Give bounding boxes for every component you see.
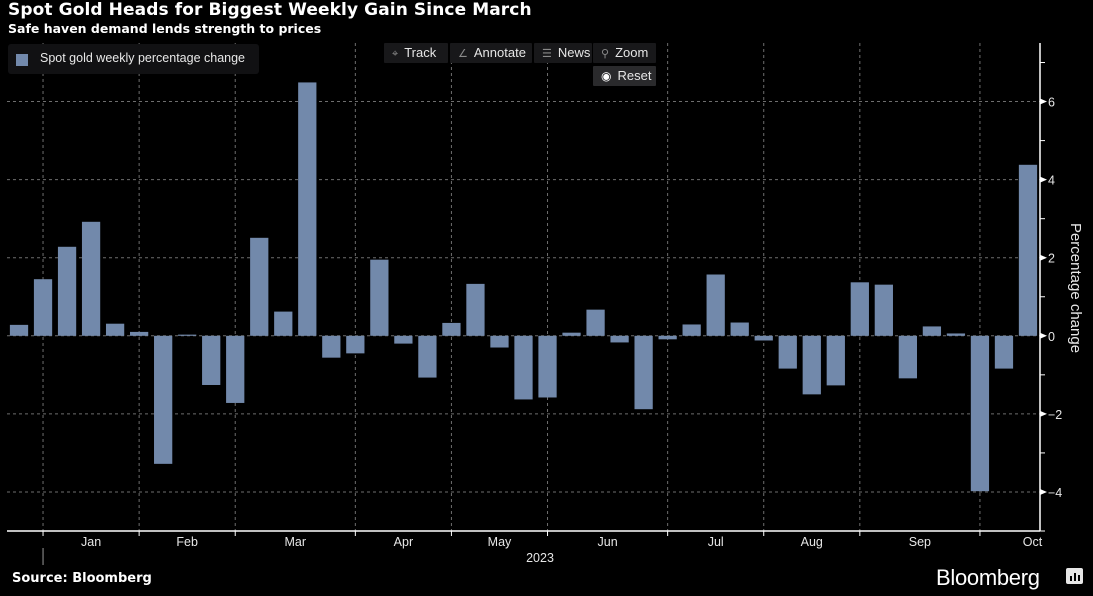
bar[interactable]	[826, 335, 845, 386]
bar[interactable]	[658, 335, 677, 340]
bar[interactable]	[154, 335, 173, 464]
bar[interactable]	[202, 335, 221, 385]
bar[interactable]	[442, 322, 461, 336]
bars	[9, 82, 1038, 492]
y-tick-marker	[1040, 176, 1047, 183]
bar[interactable]	[706, 274, 725, 336]
bar[interactable]	[418, 335, 437, 378]
x-tick-label: Oct	[1023, 535, 1043, 549]
bar[interactable]	[898, 335, 918, 379]
y-tick-marker	[1040, 410, 1047, 417]
pencil-icon: ∠	[458, 48, 468, 60]
bar[interactable]	[81, 221, 101, 336]
bar[interactable]	[1018, 164, 1038, 336]
legend-label: Spot gold weekly percentage change	[40, 51, 246, 65]
bar[interactable]	[394, 335, 413, 344]
bar[interactable]	[562, 332, 581, 336]
legend-swatch	[16, 54, 28, 66]
y-tick-label: 2	[1048, 252, 1055, 266]
y-tick-label: 6	[1048, 96, 1055, 110]
x-tick-label: May	[488, 535, 512, 549]
bar[interactable]	[57, 246, 77, 336]
x-tick-label: Jun	[598, 535, 618, 549]
bar[interactable]	[129, 331, 149, 336]
bar[interactable]	[490, 335, 509, 348]
y-tick-label: 4	[1048, 174, 1055, 188]
bar[interactable]	[970, 335, 990, 492]
chart-title: Spot Gold Heads for Biggest Weekly Gain …	[8, 0, 532, 20]
bar[interactable]	[634, 335, 653, 410]
x-tick-label: Jul	[708, 535, 724, 549]
zoom-label: Zoom	[615, 45, 649, 60]
source-note: Source: Bloomberg	[12, 571, 152, 586]
bar[interactable]	[730, 322, 749, 336]
news-button[interactable]: ☰ News	[534, 43, 592, 63]
x-tick-label: Mar	[285, 535, 307, 549]
bar[interactable]	[802, 335, 821, 395]
reset-button[interactable]: ◉ Reset	[593, 66, 656, 86]
chart-subtitle: Safe haven demand lends strength to pric…	[8, 21, 322, 36]
bar[interactable]	[682, 324, 701, 336]
bar[interactable]	[346, 335, 365, 354]
bar[interactable]	[226, 335, 245, 403]
reset-label: Reset	[617, 68, 652, 83]
reset-dot-icon: ◉	[601, 69, 612, 83]
news-label: News	[557, 45, 591, 60]
bar[interactable]	[946, 333, 966, 336]
bar[interactable]	[850, 282, 869, 336]
bar[interactable]	[538, 335, 557, 398]
bar[interactable]	[9, 324, 29, 336]
annotate-label: Annotate	[473, 45, 526, 60]
x-tick-label: Feb	[176, 535, 198, 549]
y-tick-label: 0	[1048, 330, 1055, 344]
bar[interactable]	[298, 82, 317, 336]
bar[interactable]	[178, 334, 197, 336]
bar[interactable]	[370, 259, 389, 336]
y-tick-marker	[1040, 332, 1047, 339]
y-tick-label: −2	[1048, 408, 1062, 422]
bar[interactable]	[754, 335, 773, 341]
bar[interactable]	[466, 283, 485, 336]
news-list-icon: ☰	[542, 48, 552, 60]
bar[interactable]	[874, 284, 893, 336]
bloomberg-chart-icon	[1066, 568, 1083, 584]
y-axis-title: Percentage change	[1067, 223, 1084, 353]
x-tick-label: Jan	[81, 535, 101, 549]
bar[interactable]	[994, 335, 1014, 369]
x-tick-label: Apr	[394, 535, 413, 549]
y-tick-marker	[1040, 98, 1047, 105]
y-tick-marker	[1040, 254, 1047, 261]
bar[interactable]	[922, 326, 942, 336]
magnifier-icon: ⚲	[601, 48, 610, 60]
bar[interactable]	[250, 237, 269, 336]
bar[interactable]	[274, 311, 293, 336]
annotate-button[interactable]: ∠ Annotate	[450, 43, 532, 63]
x-tick-label: Aug	[801, 535, 823, 549]
bar[interactable]	[610, 335, 629, 343]
y-tick-marker	[1040, 488, 1047, 495]
bar[interactable]	[105, 323, 125, 336]
crosshair-icon: ⌖	[392, 48, 399, 60]
track-button[interactable]: ⌖ Track	[384, 43, 448, 63]
bar[interactable]	[514, 335, 533, 400]
bar[interactable]	[33, 279, 53, 336]
bar[interactable]	[778, 335, 797, 369]
y-tick-label: −4	[1048, 486, 1062, 500]
bloomberg-logo: Bloomberg	[936, 565, 1040, 590]
zoom-button[interactable]: ⚲ Zoom	[593, 43, 656, 63]
x-axis-year-label: 2023	[526, 551, 554, 565]
track-label: Track	[404, 45, 437, 60]
legend[interactable]: Spot gold weekly percentage change	[8, 44, 259, 74]
bar[interactable]	[586, 309, 605, 336]
x-tick-label: Sep	[909, 535, 931, 549]
axes: −4 −2 0 2 4 6 Jan Feb Mar Apr May Jun Jul Aug Sep Oct	[7, 43, 1062, 565]
bar[interactable]	[322, 335, 341, 358]
